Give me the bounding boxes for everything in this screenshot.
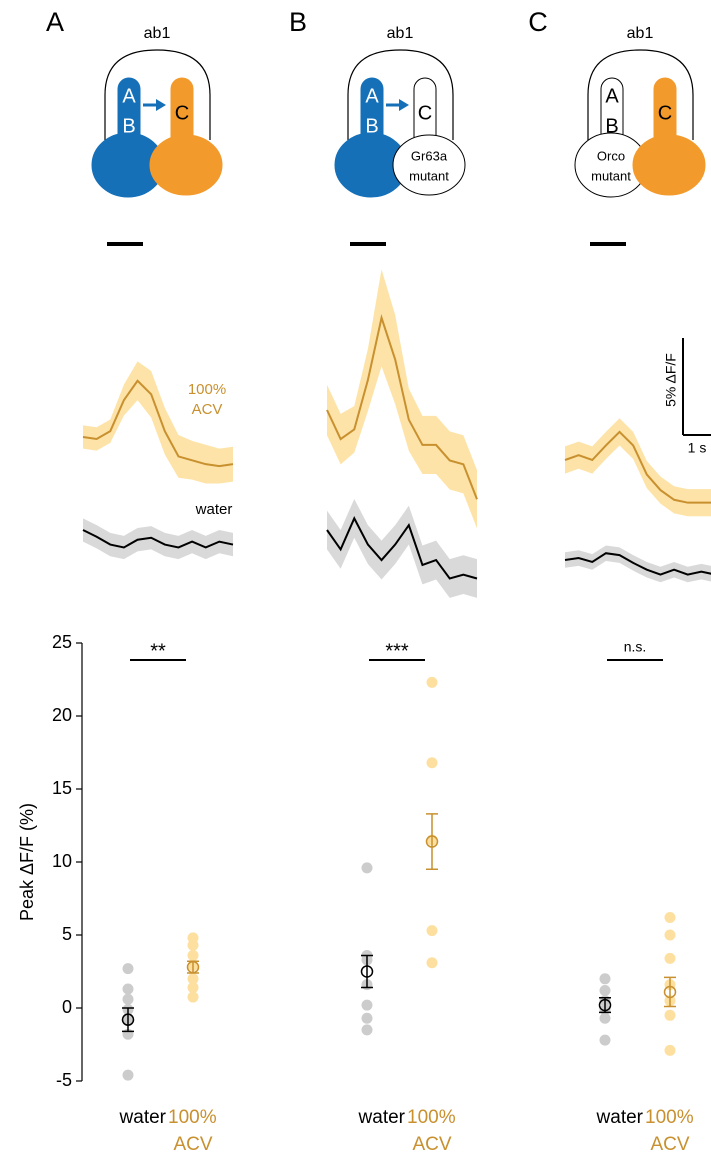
y-tick-label: 20 xyxy=(52,705,72,725)
data-point xyxy=(123,963,134,974)
x-tick-label: 100% xyxy=(407,1107,456,1128)
data-point xyxy=(665,912,676,923)
sem-band xyxy=(327,499,477,598)
y-tick-label: 10 xyxy=(52,851,72,871)
data-point xyxy=(188,992,199,1003)
x-tick-label: ACV xyxy=(412,1134,451,1155)
significance-label: n.s. xyxy=(624,639,647,655)
data-point xyxy=(427,677,438,688)
sem-band xyxy=(565,418,711,516)
mutant-label: mutant xyxy=(591,168,631,183)
mutant-label: Gr63a xyxy=(411,148,448,163)
data-point xyxy=(600,973,611,984)
x-tick-label: water xyxy=(596,1107,644,1128)
significance-label: *** xyxy=(385,640,409,662)
data-point xyxy=(427,757,438,768)
significance-label: ** xyxy=(150,640,166,662)
sem-band xyxy=(565,545,711,582)
neuron-label: B xyxy=(605,115,618,137)
data-point xyxy=(600,1013,611,1024)
neuron-label: B xyxy=(122,115,135,137)
neuron-c-soma xyxy=(393,135,465,195)
neuron-label: B xyxy=(365,115,378,137)
scale-bar-label: 1 s xyxy=(688,440,707,456)
data-point xyxy=(123,984,134,995)
data-point xyxy=(188,940,199,951)
data-point xyxy=(427,925,438,936)
stimulus-bar xyxy=(590,242,626,246)
neuron-label: A xyxy=(122,85,136,107)
y-axis-title: Peak ΔF/F (%) xyxy=(17,803,37,921)
neuron-label: A xyxy=(365,85,379,107)
neuron-c-soma xyxy=(633,135,705,195)
sem-band xyxy=(83,518,233,559)
scale-bar-label: 5% ΔF/F xyxy=(663,353,679,407)
data-point xyxy=(665,1010,676,1021)
stimulus-bar xyxy=(107,242,143,246)
data-point xyxy=(665,1045,676,1056)
mutant-label: Orco xyxy=(597,148,625,163)
data-point xyxy=(362,1024,373,1035)
data-point xyxy=(188,982,199,993)
x-tick-label: 100% xyxy=(645,1107,694,1128)
data-point xyxy=(362,1000,373,1011)
neuron-label: C xyxy=(658,102,672,124)
arrow-head xyxy=(399,99,409,111)
stimulus-bar xyxy=(350,242,386,246)
trace-label: 100% xyxy=(188,381,226,398)
data-point xyxy=(362,862,373,873)
y-tick-label: 5 xyxy=(62,924,72,944)
panel-letter: C xyxy=(528,7,548,37)
x-tick-label: ACV xyxy=(173,1134,212,1155)
panel-letter: B xyxy=(289,7,307,37)
x-tick-label: 100% xyxy=(168,1107,217,1128)
data-point xyxy=(600,985,611,996)
data-point xyxy=(362,1013,373,1024)
trace-label: water xyxy=(195,501,233,518)
arrow-head xyxy=(156,99,166,111)
y-tick-label: 15 xyxy=(52,778,72,798)
neuron-label: C xyxy=(418,102,432,124)
panel-letter: A xyxy=(46,7,64,37)
neuron-c-soma xyxy=(150,135,222,195)
data-point xyxy=(123,994,134,1005)
data-point xyxy=(188,950,199,961)
y-tick-label: 0 xyxy=(62,997,72,1017)
neuron-label: A xyxy=(605,85,619,107)
data-point xyxy=(123,1070,134,1081)
y-tick-label: -5 xyxy=(56,1070,72,1090)
data-point xyxy=(665,953,676,964)
figure: Aab1ABCBab1ABCGr63amutantCab1ABCOrcomuta… xyxy=(0,0,711,1156)
x-tick-label: ACV xyxy=(650,1134,689,1155)
y-tick-label: 25 xyxy=(52,632,72,652)
data-point xyxy=(600,1035,611,1046)
mutant-label: mutant xyxy=(409,168,449,183)
sensillum-label: ab1 xyxy=(144,25,171,42)
x-tick-label: water xyxy=(358,1107,406,1128)
trace-label: ACV xyxy=(192,401,223,418)
neuron-label: C xyxy=(175,102,189,124)
data-point xyxy=(427,957,438,968)
sensillum-label: ab1 xyxy=(627,25,654,42)
x-tick-label: water xyxy=(119,1107,167,1128)
sensillum-label: ab1 xyxy=(387,25,414,42)
data-point xyxy=(665,930,676,941)
sem-band xyxy=(327,269,477,528)
